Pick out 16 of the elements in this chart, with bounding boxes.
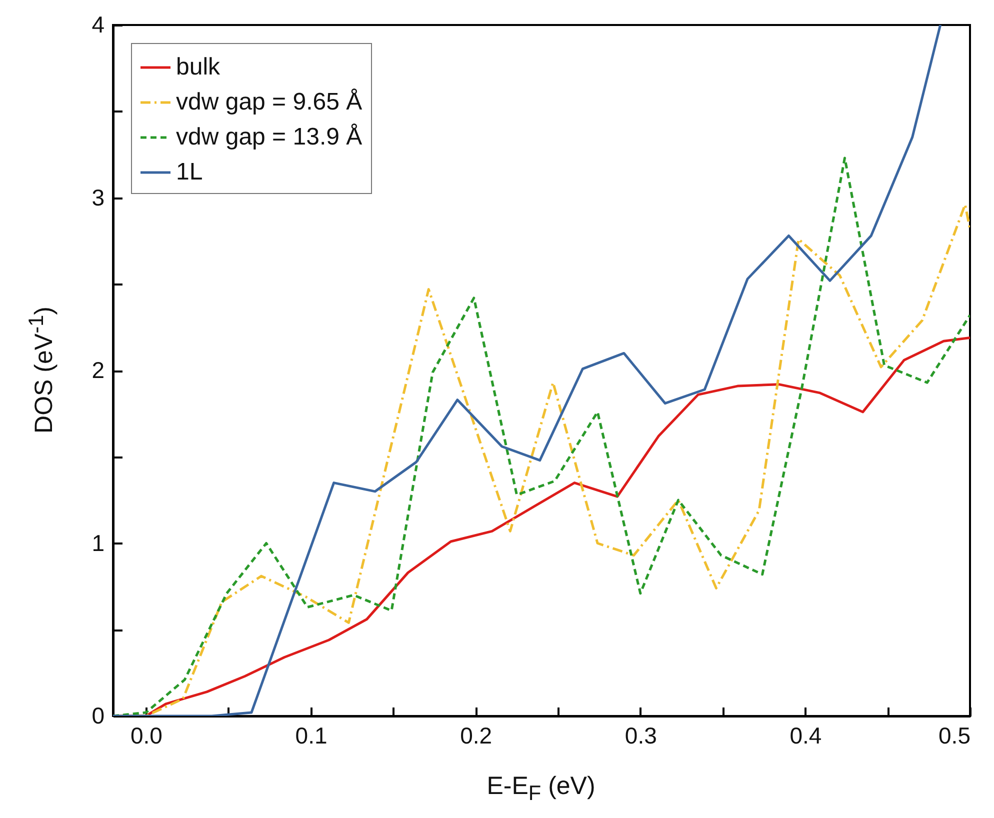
legend-label: 1L [176, 158, 203, 186]
y-tick-label: 4 [92, 12, 105, 38]
y-tick-label: 2 [92, 357, 104, 383]
x-tick-label: 0.3 [624, 722, 657, 748]
y-tick-label: 0 [92, 702, 104, 728]
y-tick-label: 1 [92, 530, 104, 556]
x-axis-title: E-E$_{F}$ (eV) [486, 772, 596, 806]
y-tick-label: 3 [92, 184, 104, 210]
x-tick-label: 0.2 [460, 722, 492, 748]
legend-label: vdw gap = 13.9 Å [176, 124, 362, 150]
x-tick-label: 0.4 [790, 722, 822, 748]
x-tick-label: 0.0 [130, 722, 162, 748]
legend-label: bulk [176, 54, 222, 80]
x-tick-label: 0.5 [938, 722, 970, 748]
legend-label: vdw gap = 9.65 Å [176, 88, 362, 116]
x-tick-label: 0.1 [295, 722, 328, 748]
